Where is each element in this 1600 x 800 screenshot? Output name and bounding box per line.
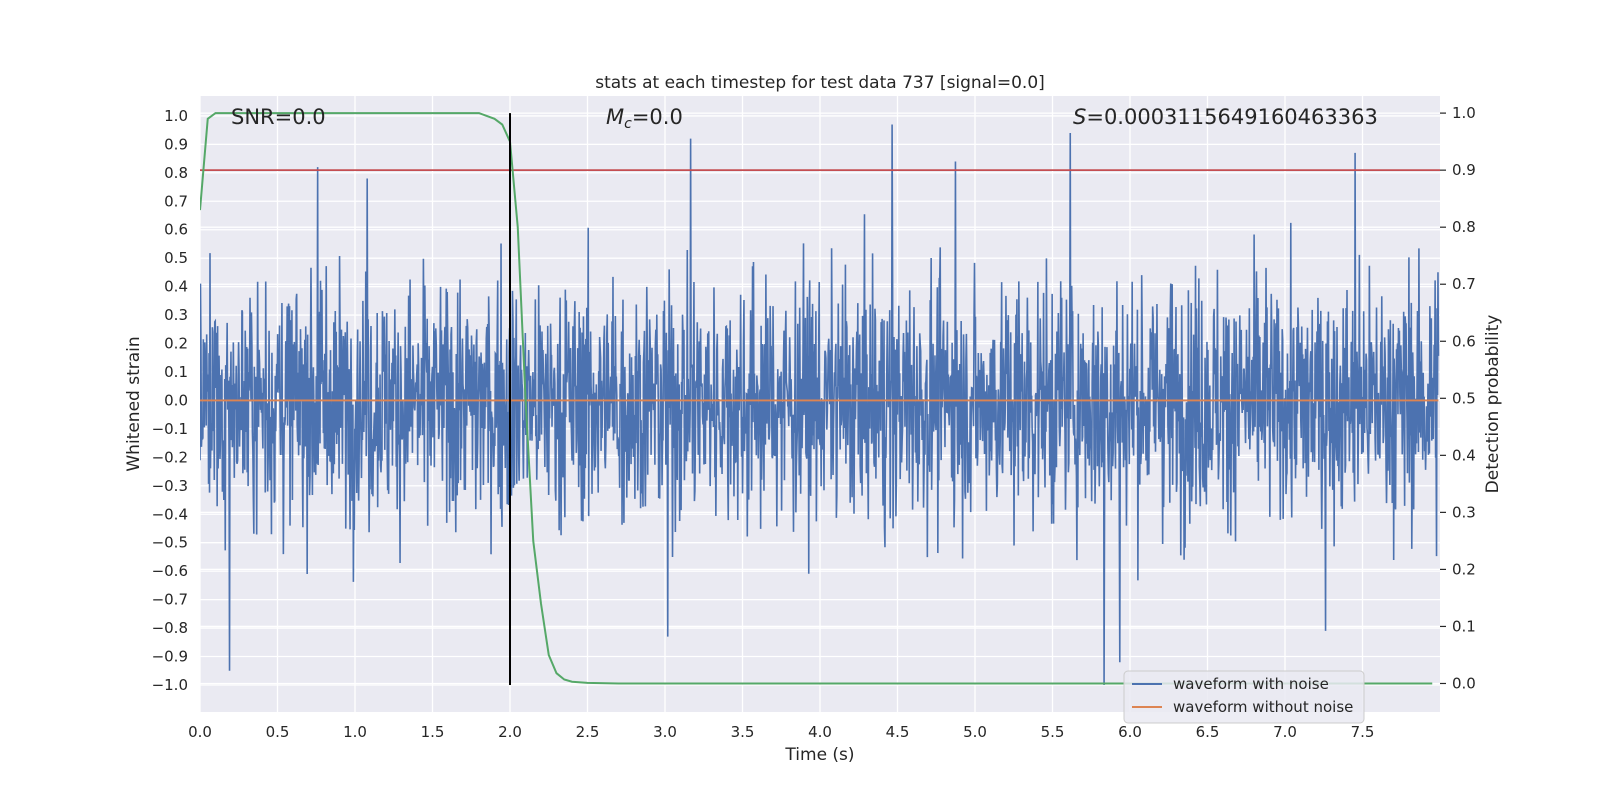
legend-label-without-noise: waveform without noise	[1173, 698, 1353, 716]
x-tick-label: 7.5	[1351, 723, 1375, 741]
y-right-tick-label: 0.1	[1452, 617, 1476, 635]
x-axis-ticks: 0.0 0.5 1.0 1.5 2.0 2.5 3.0 3.5 4.0 4.5 5.0 5.5 6.0 6…	[188, 723, 1374, 741]
x-tick-label: 6.0	[1118, 723, 1142, 741]
x-tick-label: 6.5	[1196, 723, 1220, 741]
y-left-tick-label: −0.1	[152, 420, 188, 438]
x-tick-label: 4.0	[808, 723, 832, 741]
y-left-tick-label: −0.9	[152, 648, 188, 666]
legend: waveform with noise waveform without noi…	[1123, 670, 1365, 724]
annotation-s-statistic: S=0.0003115649160463363	[1073, 105, 1378, 129]
y-right-tick-label: 0.9	[1452, 161, 1476, 179]
y-left-tick-label: 0.3	[164, 306, 188, 324]
series-detection-probability	[200, 112, 1433, 685]
x-tick-label: 2.0	[498, 723, 522, 741]
detection-probability-line	[200, 112, 1433, 685]
y-right-axis-ticks: 1.0 0.9 0.8 0.7 0.6 0.5 0.4 0.3 0.2 0.1 0.0	[1440, 104, 1476, 692]
y-left-tick-label: −0.3	[152, 477, 188, 495]
x-tick-label: 5.5	[1041, 723, 1065, 741]
y-right-tick-label: 0.3	[1452, 503, 1476, 521]
chart-title: stats at each timestep for test data 737…	[595, 73, 1045, 93]
x-tick-label: 7.0	[1273, 723, 1297, 741]
x-tick-label: 4.5	[886, 723, 910, 741]
x-tick-label: 3.5	[731, 723, 755, 741]
y-left-axis-ticks: 1.0 0.9 0.8 0.7 0.6 0.5 0.4 0.3 0.2 0.1 0.0 −0.1 −0.…	[152, 107, 188, 694]
y-right-axis-label: Detection probability	[1483, 315, 1503, 494]
x-tick-label: 0.5	[266, 723, 290, 741]
y-left-tick-label: −0.6	[152, 562, 188, 580]
x-tick-label: 0.0	[188, 723, 212, 741]
legend-label-with-noise: waveform with noise	[1173, 675, 1329, 693]
y-right-tick-label: 0.7	[1452, 275, 1476, 293]
y-left-tick-label: 1.0	[164, 107, 188, 125]
annotation-chirp-mass-value: =0.0	[632, 105, 683, 129]
x-axis-label: Time (s)	[784, 745, 854, 765]
x-tick-label: 5.0	[963, 723, 987, 741]
y-left-tick-label: −0.8	[152, 619, 188, 637]
x-tick-label: 1.0	[343, 723, 367, 741]
y-left-tick-label: 0.2	[164, 335, 188, 353]
x-tick-label: 2.5	[576, 723, 600, 741]
y-right-tick-label: 1.0	[1452, 104, 1476, 122]
y-left-tick-label: −0.2	[152, 448, 188, 466]
y-right-tick-label: 0.6	[1452, 332, 1476, 350]
y-left-axis-label: Whitened strain	[124, 336, 144, 471]
y-right-tick-label: 0.5	[1452, 389, 1476, 407]
waveform-with-noise-line	[200, 124, 1440, 685]
y-right-tick-label: 0.0	[1452, 674, 1476, 692]
y-left-tick-label: −0.4	[152, 505, 188, 523]
y-right-tick-label: 0.8	[1452, 218, 1476, 236]
y-left-tick-label: 0.9	[164, 135, 188, 153]
y-left-tick-label: 0.6	[164, 221, 188, 239]
annotation-s-symbol: S	[1073, 105, 1086, 129]
y-right-tick-label: 0.4	[1452, 446, 1476, 464]
annotation-chirp-mass-symbol: M	[606, 105, 624, 129]
y-right-tick-label: 0.2	[1452, 560, 1476, 578]
legend-box	[1123, 670, 1365, 724]
y-left-tick-label: 0.0	[164, 391, 188, 409]
y-left-tick-label: −1.0	[152, 676, 188, 694]
y-left-tick-label: 0.1	[164, 363, 188, 381]
annotation-s-value: =0.0003115649160463363	[1086, 105, 1378, 129]
y-left-tick-label: 0.4	[164, 278, 188, 296]
y-left-tick-label: −0.7	[152, 591, 188, 609]
x-tick-label: 3.0	[653, 723, 677, 741]
y-left-tick-label: −0.5	[152, 534, 188, 552]
annotation-chirp-mass-subscript: c	[624, 116, 632, 132]
annotation-chirp-mass: Mc=0.0	[606, 105, 683, 132]
y-left-tick-label: 0.8	[164, 164, 188, 182]
x-tick-label: 1.5	[421, 723, 445, 741]
series-waveform-with-noise	[200, 124, 1440, 685]
y-left-tick-label: 0.5	[164, 249, 188, 267]
y-left-tick-label: 0.7	[164, 192, 188, 210]
annotation-snr: SNR=0.0	[231, 105, 326, 129]
